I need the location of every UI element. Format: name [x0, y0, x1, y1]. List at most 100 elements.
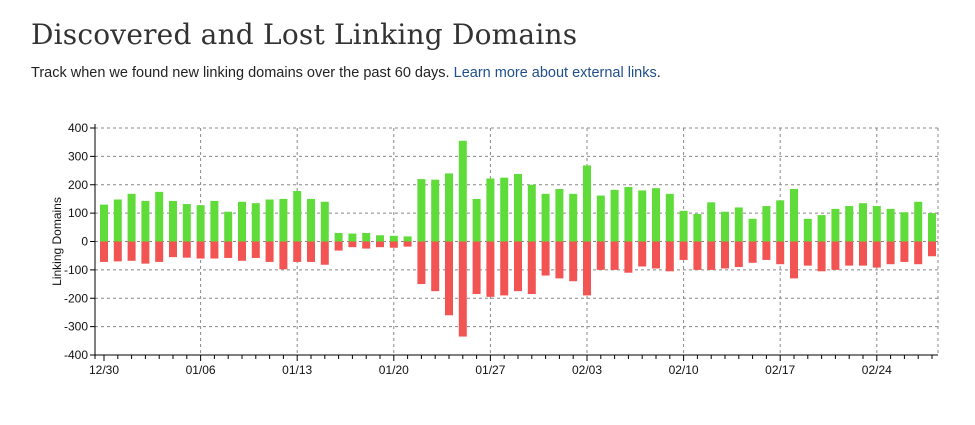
learn-more-link[interactable]: Learn more about external links	[453, 65, 657, 81]
lost-bar	[900, 241, 909, 262]
discovered-bar	[679, 210, 688, 242]
discovered-bar	[472, 198, 481, 242]
lost-bar	[224, 241, 233, 258]
discovered-bar	[169, 200, 177, 242]
lost-bar	[113, 241, 122, 262]
lost-bar	[721, 241, 729, 269]
discovered-bar	[417, 179, 426, 242]
lost-bar	[458, 241, 467, 337]
y-tick-label: 300	[68, 149, 88, 163]
lost-bar	[707, 241, 716, 270]
y-tick-label: -300	[64, 320, 88, 334]
axes	[90, 124, 938, 361]
discovered-bar	[155, 191, 164, 242]
lost-bar	[293, 241, 302, 262]
discovered-bar	[569, 193, 578, 242]
lost-bar	[155, 241, 164, 262]
lost-bar	[569, 241, 578, 282]
discovered-bar	[141, 200, 150, 242]
x-tick-label: 02/10	[669, 363, 699, 377]
discovered-bar	[928, 213, 936, 242]
discovered-bar	[403, 236, 412, 242]
discovered-bar	[652, 188, 660, 242]
discovered-bar	[859, 203, 867, 242]
discovered-bar	[100, 204, 108, 242]
discovered-bar	[265, 199, 274, 242]
discovered-bar	[638, 190, 647, 242]
discovered-bar	[307, 198, 315, 242]
lost-bar	[486, 241, 495, 297]
lost-bar	[362, 241, 371, 249]
y-tick-label: -100	[64, 263, 88, 277]
discovered-bar	[500, 177, 509, 242]
x-tick-label: 01/20	[379, 363, 409, 377]
discovered-bar	[900, 212, 909, 242]
lost-bar	[445, 241, 453, 316]
discovered-bar	[886, 208, 895, 242]
lost-bar	[251, 241, 260, 258]
lost-bar	[431, 241, 440, 292]
lost-bar	[748, 241, 757, 263]
discovered-bar	[348, 233, 357, 242]
discovered-bar	[458, 140, 467, 242]
discovered-bar	[196, 205, 205, 242]
discovered-bar	[182, 204, 191, 242]
y-axis-label: Linking Domains	[50, 197, 64, 286]
discovered-bar	[486, 178, 495, 242]
discovered-bar	[803, 218, 812, 242]
discovered-bar	[762, 206, 771, 242]
lost-bar	[638, 241, 647, 267]
discovered-bar	[224, 211, 233, 242]
lost-bar	[762, 241, 771, 260]
lost-bar	[527, 241, 536, 294]
x-tick-label: 02/24	[862, 363, 892, 377]
description-period: .	[656, 65, 661, 81]
discovered-bar	[693, 213, 702, 242]
discovered-bar	[334, 232, 343, 242]
discovered-bar	[445, 173, 453, 242]
y-tick-label: 0	[81, 235, 88, 249]
discovered-bar	[251, 203, 260, 242]
description-text: Track when we found new linking domains …	[31, 65, 450, 81]
discovered-bar	[238, 201, 246, 242]
y-tick-label: -400	[64, 348, 88, 362]
lost-bar	[279, 241, 288, 270]
lost-bar	[652, 241, 660, 269]
lost-bar	[928, 241, 936, 257]
lost-bar	[376, 241, 384, 248]
discovered-bar	[362, 232, 371, 242]
discovered-bar	[113, 199, 122, 242]
lost-bar	[141, 241, 150, 264]
lost-bar	[803, 241, 812, 266]
x-tick-label: 02/17	[765, 363, 795, 377]
y-tick-label: 200	[68, 178, 88, 192]
lost-bar	[389, 241, 398, 248]
discovered-bar	[555, 189, 564, 242]
lost-bar	[872, 241, 881, 268]
discovered-bar	[541, 193, 550, 242]
discovered-bar	[279, 198, 288, 242]
lost-bar	[886, 241, 895, 265]
lost-bar	[845, 241, 854, 266]
lost-bar	[541, 241, 550, 276]
y-tick-label: 100	[68, 206, 88, 220]
chart-description: Track when we found new linking domains …	[31, 65, 661, 81]
lost-bar	[514, 241, 522, 292]
lost-bar	[555, 241, 564, 279]
lost-bar	[472, 241, 481, 294]
lost-bar	[348, 241, 357, 248]
discovered-bar	[817, 215, 826, 242]
lost-bar	[182, 241, 191, 258]
x-tick-label: 01/27	[475, 363, 505, 377]
lost-bar	[238, 241, 246, 261]
discovered-bar	[527, 184, 536, 242]
discovered-bar	[748, 218, 757, 242]
discovered-bar	[734, 207, 743, 242]
discovered-bar	[624, 187, 633, 242]
lost-bar	[776, 241, 785, 265]
discovered-bar	[776, 200, 785, 242]
lost-bar	[169, 241, 177, 258]
discovered-bar	[914, 201, 923, 242]
discovered-bar	[831, 208, 840, 242]
lost-bar	[831, 241, 840, 270]
